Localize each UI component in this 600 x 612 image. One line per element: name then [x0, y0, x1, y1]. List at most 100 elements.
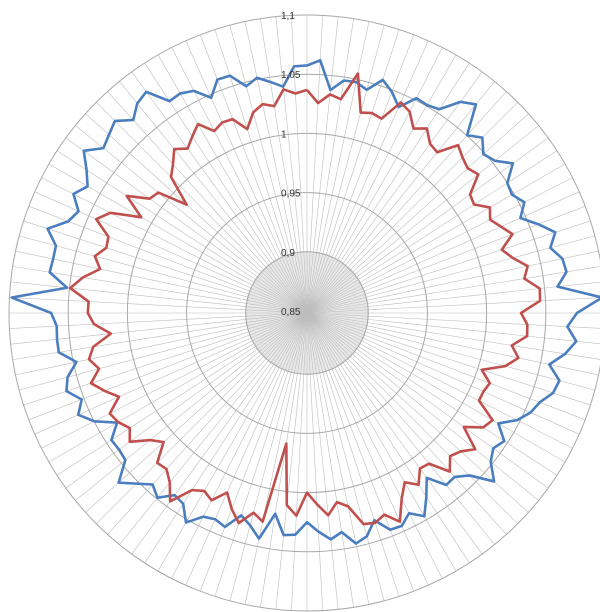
spoke-19	[306, 150, 558, 314]
spoke-42	[306, 312, 549, 489]
spoke-95	[19, 235, 308, 314]
spoke-79	[56, 312, 308, 476]
spoke-56	[306, 312, 370, 605]
spoke-116	[244, 21, 308, 314]
tick-label-3: 1	[281, 129, 287, 140]
spoke-65	[229, 312, 308, 601]
spoke-2	[306, 16, 339, 314]
spoke-50	[306, 312, 457, 572]
spoke-92	[10, 281, 308, 314]
spoke-98	[34, 191, 308, 314]
spoke-11	[306, 62, 470, 314]
spoke-75	[96, 312, 308, 524]
spoke-93	[12, 266, 308, 314]
tick-label-0: 0,85	[281, 307, 301, 318]
spoke-99	[41, 177, 308, 314]
spoke-26	[306, 250, 599, 314]
grid-ring-2	[186, 192, 428, 434]
spoke-9	[306, 47, 443, 314]
spoke-13	[306, 81, 495, 314]
spoke-44	[306, 312, 529, 513]
spoke-12	[306, 71, 483, 314]
spoke-112	[185, 40, 308, 314]
spoke-32	[306, 312, 600, 345]
spoke-35	[306, 312, 595, 391]
series-line-2	[68, 72, 542, 526]
spoke-101	[56, 150, 308, 314]
spoke-104	[85, 113, 308, 314]
spoke-21	[306, 177, 573, 314]
spoke-22	[306, 191, 580, 314]
spoke-83	[28, 312, 308, 421]
spoke-51	[306, 312, 443, 579]
spoke-102	[65, 137, 308, 314]
spoke-73	[119, 312, 308, 545]
spoke-16	[306, 113, 529, 314]
spoke-74	[107, 312, 308, 535]
spoke-43	[306, 312, 539, 501]
spoke-17	[306, 125, 539, 314]
spoke-91	[9, 297, 308, 314]
spoke-45	[306, 312, 518, 524]
spoke-28	[306, 281, 600, 314]
spoke-33	[306, 312, 600, 360]
spoke-86	[15, 312, 308, 376]
spoke-106	[107, 91, 308, 314]
spoke-25	[306, 235, 595, 314]
spoke-3	[306, 18, 354, 314]
spoke-89	[9, 312, 308, 329]
spoke-58	[306, 312, 339, 610]
spoke-80	[48, 312, 308, 463]
spoke-7	[306, 34, 415, 314]
spoke-48	[306, 312, 483, 555]
spoke-70	[157, 312, 308, 572]
spoke-67	[199, 312, 308, 592]
spoke-109	[144, 62, 308, 314]
spoke-36	[306, 312, 591, 406]
tick-label-5: 1,1	[281, 11, 295, 22]
spoke-49	[306, 312, 470, 564]
spoke-4	[306, 21, 370, 314]
spoke-118	[275, 16, 308, 314]
spoke-107	[119, 81, 308, 314]
series-layer	[10, 59, 600, 545]
spoke-78	[65, 312, 308, 489]
spoke-18	[306, 137, 549, 314]
spoke-41	[306, 312, 558, 476]
spoke-29	[306, 297, 600, 314]
tick-label-1: 0,9	[281, 248, 295, 259]
spoke-87	[12, 312, 308, 360]
spoke-20	[306, 163, 566, 314]
spoke-105	[96, 102, 308, 314]
spoke-88	[10, 312, 308, 345]
spoke-59	[306, 312, 323, 611]
spoke-82	[34, 312, 308, 435]
spoke-66	[214, 312, 308, 597]
spoke-1	[306, 15, 323, 314]
spoke-68	[185, 312, 308, 586]
spoke-62	[275, 312, 308, 610]
spoke-27	[306, 266, 600, 314]
grid-ring-5	[8, 14, 600, 612]
spoke-24	[306, 220, 591, 314]
series-line-1	[10, 59, 600, 545]
spoke-97	[28, 205, 308, 314]
spoke-5	[306, 25, 385, 314]
spoke-100	[48, 163, 308, 314]
spoke-111	[171, 47, 308, 314]
spoke-37	[306, 312, 586, 421]
grid-ring-1	[245, 251, 369, 375]
spoke-57	[306, 312, 354, 608]
grid-ring-4	[67, 73, 547, 553]
spoke-110	[157, 54, 308, 314]
spoke-81	[41, 312, 308, 449]
spoke-69	[171, 312, 308, 579]
spoke-38	[306, 312, 580, 435]
spoke-63	[260, 312, 308, 608]
spoke-119	[291, 15, 308, 314]
spoke-40	[306, 312, 566, 463]
spoke-108	[131, 71, 308, 314]
spoke-61	[291, 312, 308, 611]
